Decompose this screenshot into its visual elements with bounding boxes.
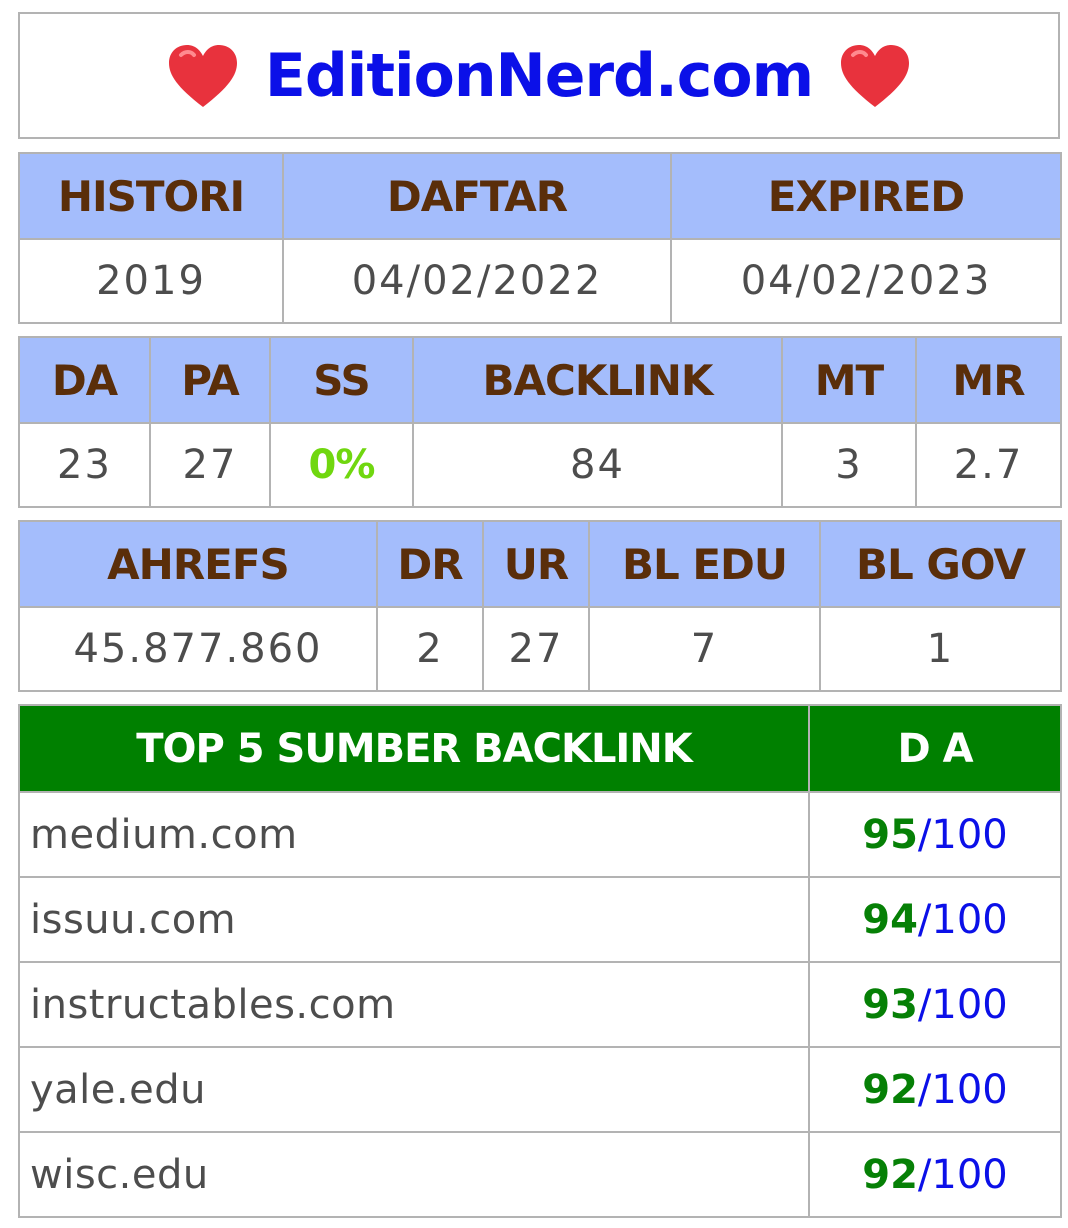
- bl-gov-header: BL GOV: [819, 520, 1062, 608]
- backlink-site: medium.com: [18, 791, 810, 878]
- ahrefs-header-row: AHREFS DR UR BL EDU BL GOV: [18, 520, 1062, 608]
- site-title: EditionNerd.com: [264, 40, 814, 111]
- mt-header: MT: [781, 336, 917, 424]
- da-max: /100: [917, 811, 1008, 858]
- domain-info-header-row: HISTORI DAFTAR EXPIRED: [18, 152, 1062, 240]
- da-column-header: D A: [808, 704, 1062, 793]
- ahrefs-metrics-table: AHREFS DR UR BL EDU BL GOV 45.877.860 2 …: [18, 520, 1062, 692]
- top-backlinks-table: TOP 5 SUMBER BACKLINK D A medium.com 95/…: [18, 704, 1062, 1218]
- backlink-site: wisc.edu: [18, 1131, 810, 1218]
- table-row: wisc.edu 92/100: [18, 1131, 1062, 1218]
- backlink-da: 93/100: [808, 961, 1062, 1048]
- mt-value: 3: [781, 422, 917, 508]
- mr-value: 2.7: [915, 422, 1062, 508]
- table-row: medium.com 95/100: [18, 791, 1062, 878]
- da-max: /100: [917, 981, 1008, 1028]
- da-max: /100: [917, 1066, 1008, 1113]
- da-score: 95: [862, 811, 918, 858]
- table-row: yale.edu 92/100: [18, 1046, 1062, 1133]
- histori-header: HISTORI: [18, 152, 284, 240]
- backlink-site: instructables.com: [18, 961, 810, 1048]
- da-score: 93: [862, 981, 918, 1028]
- dr-header: DR: [376, 520, 484, 608]
- backlink-da: 94/100: [808, 876, 1062, 963]
- moz-metrics-table: DA PA SS BACKLINK MT MR 23 27 0% 84 3 2.…: [18, 336, 1062, 508]
- histori-value: 2019: [18, 238, 284, 324]
- backlink-da: 92/100: [808, 1131, 1062, 1218]
- expired-value: 04/02/2023: [670, 238, 1062, 324]
- ss-value: 0%: [269, 422, 414, 508]
- pa-header: PA: [149, 336, 271, 424]
- daftar-value: 04/02/2022: [282, 238, 672, 324]
- ahrefs-header: AHREFS: [18, 520, 378, 608]
- top-backlinks-header-row: TOP 5 SUMBER BACKLINK D A: [18, 704, 1062, 793]
- domain-info-value-row: 2019 04/02/2022 04/02/2023: [18, 238, 1062, 324]
- site-title-box: EditionNerd.com: [18, 12, 1060, 139]
- da-max: /100: [917, 896, 1008, 943]
- pa-value: 27: [149, 422, 271, 508]
- domain-info-table: HISTORI DAFTAR EXPIRED 2019 04/02/2022 0…: [18, 152, 1062, 324]
- moz-value-row: 23 27 0% 84 3 2.7: [18, 422, 1062, 508]
- source-header: TOP 5 SUMBER BACKLINK: [18, 704, 810, 793]
- ahrefs-value-row: 45.877.860 2 27 7 1: [18, 606, 1062, 692]
- moz-header-row: DA PA SS BACKLINK MT MR: [18, 336, 1062, 424]
- ahrefs-value: 45.877.860: [18, 606, 378, 692]
- backlink-value: 84: [412, 422, 783, 508]
- backlink-da: 92/100: [808, 1046, 1062, 1133]
- da-score: 92: [862, 1151, 918, 1198]
- backlink-site: yale.edu: [18, 1046, 810, 1133]
- ur-header: UR: [482, 520, 590, 608]
- bl-gov-value: 1: [819, 606, 1062, 692]
- daftar-header: DAFTAR: [282, 152, 672, 240]
- da-score: 94: [862, 896, 918, 943]
- bl-edu-header: BL EDU: [588, 520, 821, 608]
- backlink-header: BACKLINK: [412, 336, 783, 424]
- ss-header: SS: [269, 336, 414, 424]
- backlink-site: issuu.com: [18, 876, 810, 963]
- da-header: DA: [18, 336, 151, 424]
- heart-icon: [841, 44, 910, 107]
- table-row: instructables.com 93/100: [18, 961, 1062, 1048]
- da-max: /100: [917, 1151, 1008, 1198]
- bl-edu-value: 7: [588, 606, 821, 692]
- heart-icon: [168, 44, 237, 107]
- da-value: 23: [18, 422, 151, 508]
- da-score: 92: [862, 1066, 918, 1113]
- dr-value: 2: [376, 606, 484, 692]
- mr-header: MR: [915, 336, 1062, 424]
- expired-header: EXPIRED: [670, 152, 1062, 240]
- backlink-da: 95/100: [808, 791, 1062, 878]
- ur-value: 27: [482, 606, 590, 692]
- table-row: issuu.com 94/100: [18, 876, 1062, 963]
